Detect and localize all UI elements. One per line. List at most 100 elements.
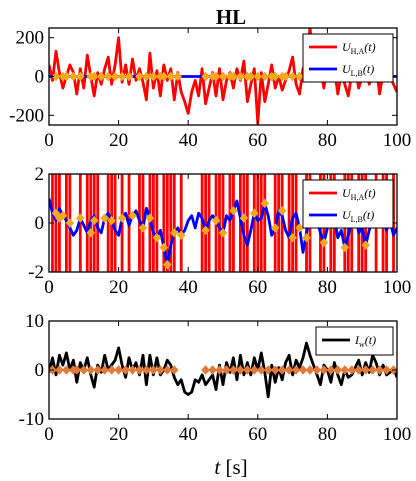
event-marker xyxy=(128,210,137,221)
event-marker xyxy=(166,71,176,82)
legend: UH,A(t) UL,B(t) xyxy=(302,179,394,229)
x-tick-label: 100 xyxy=(383,130,412,151)
x-axis-label: t [s] xyxy=(214,455,247,479)
event-marker xyxy=(236,71,245,82)
event-marker xyxy=(86,227,96,238)
y-tick-label: 2 xyxy=(35,164,45,185)
series-line-0 xyxy=(49,341,397,399)
legend-label: Iw(t) xyxy=(354,333,376,349)
y-tick-label: -200 xyxy=(9,105,44,126)
event-marker xyxy=(62,365,71,375)
event-marker xyxy=(176,230,186,241)
event-marker xyxy=(347,365,357,375)
legend-label: UH,A(t) xyxy=(342,40,376,56)
event-marker xyxy=(305,365,315,375)
event-marker xyxy=(89,215,99,226)
event-marker xyxy=(215,365,224,375)
event-marker xyxy=(100,213,110,223)
x-tick-label: 60 xyxy=(248,277,267,298)
x-tick-label: 40 xyxy=(179,424,198,445)
event-marker xyxy=(128,365,137,375)
event-marker xyxy=(169,365,179,375)
event-marker xyxy=(149,71,158,82)
x-tick-label: 80 xyxy=(318,130,337,151)
event-marker xyxy=(142,71,151,82)
event-marker xyxy=(75,71,85,82)
event-marker xyxy=(65,218,75,228)
legend-label: UH,A(t) xyxy=(342,186,376,202)
legend-label: UL,B(t) xyxy=(342,62,374,78)
event-marker xyxy=(253,71,263,82)
event-marker xyxy=(361,240,371,250)
series-line-0 xyxy=(49,28,397,125)
event-marker xyxy=(288,71,297,82)
x-tick-label: 80 xyxy=(318,424,337,445)
event-marker xyxy=(361,365,371,375)
event-marker xyxy=(208,365,217,375)
event-marker xyxy=(295,223,304,233)
event-marker xyxy=(375,365,384,375)
legend-label: UL,B(t) xyxy=(342,208,374,224)
event-marker xyxy=(86,365,96,375)
event-marker xyxy=(124,71,134,82)
event-marker xyxy=(107,215,116,226)
event-marker xyxy=(229,71,238,82)
event-marker xyxy=(249,208,259,219)
event-marker xyxy=(218,71,228,82)
event-marker xyxy=(75,213,85,223)
event-marker xyxy=(270,71,280,82)
x-tick-label: 60 xyxy=(248,424,267,445)
event-marker xyxy=(340,242,350,253)
event-marker xyxy=(117,71,127,82)
event-marker xyxy=(114,365,123,375)
event-marker xyxy=(142,365,151,375)
event-marker xyxy=(302,232,311,243)
event-marker xyxy=(368,365,377,375)
event-marker xyxy=(229,205,238,216)
event-marker xyxy=(333,365,343,375)
event-marker xyxy=(243,365,252,375)
chart-title: HL xyxy=(216,5,246,29)
event-marker xyxy=(173,71,183,82)
event-marker xyxy=(295,71,304,82)
event-marker xyxy=(121,365,130,375)
event-marker xyxy=(249,365,259,375)
y-tick-label: -2 xyxy=(28,262,44,283)
event-marker xyxy=(69,71,78,82)
event-marker xyxy=(201,365,210,375)
x-tick-label: 100 xyxy=(383,277,412,298)
plot-marks xyxy=(49,341,397,399)
legend: UH,A(t) UL,B(t) xyxy=(302,33,394,83)
event-marker xyxy=(326,365,336,375)
event-marker xyxy=(100,365,110,375)
event-marker xyxy=(51,71,61,82)
event-marker xyxy=(354,365,364,375)
event-marker xyxy=(236,365,245,375)
event-marker xyxy=(211,71,221,82)
event-marker xyxy=(138,223,148,233)
event-marker xyxy=(72,365,82,375)
event-marker xyxy=(55,365,64,375)
x-tick-label: 0 xyxy=(44,424,54,445)
event-marker xyxy=(79,365,89,375)
y-tick-label: 200 xyxy=(16,28,45,49)
event-marker xyxy=(211,215,221,226)
event-marker xyxy=(89,71,99,82)
event-marker xyxy=(263,365,273,375)
event-marker xyxy=(270,365,280,375)
event-marker xyxy=(222,365,231,375)
event-marker xyxy=(201,225,210,236)
event-marker xyxy=(96,71,106,82)
event-marker xyxy=(382,365,391,375)
event-marker xyxy=(281,71,290,82)
event-marker xyxy=(156,365,165,375)
event-marker xyxy=(58,210,68,221)
event-marker xyxy=(246,71,256,82)
event-marker xyxy=(107,365,116,375)
event-marker xyxy=(93,365,103,375)
event-marker xyxy=(291,365,301,375)
